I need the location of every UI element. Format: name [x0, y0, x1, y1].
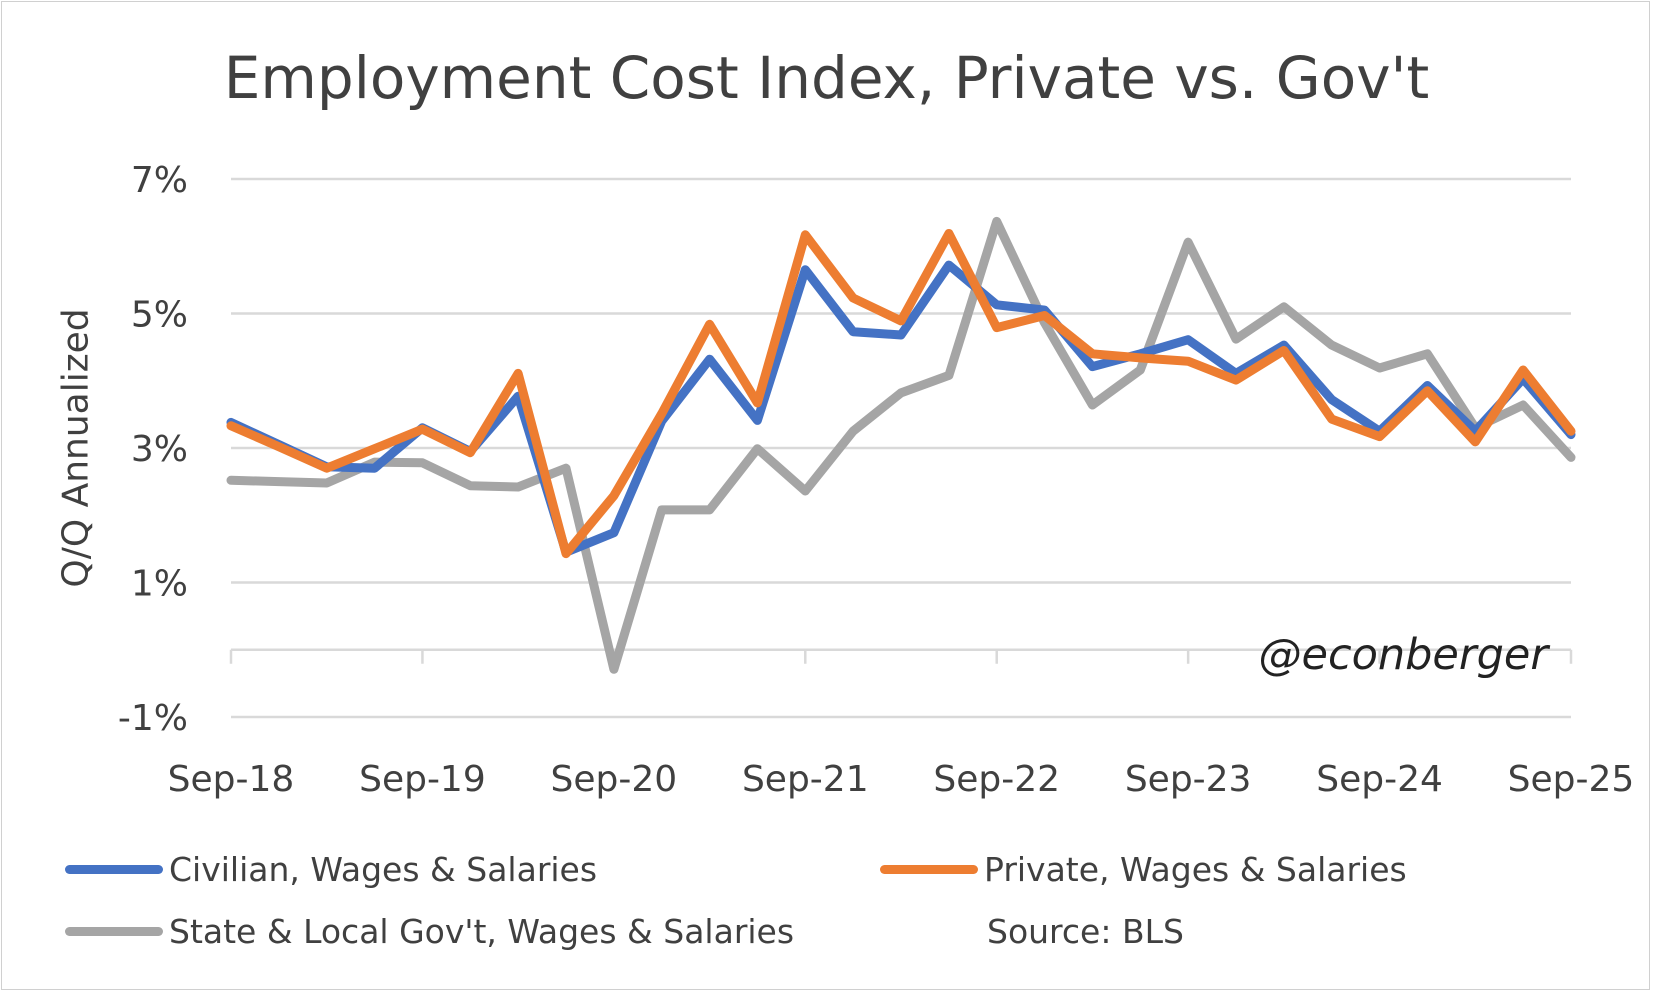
- x-tick-label: Sep-20: [551, 759, 678, 800]
- source-note: Source: BLS: [987, 912, 1184, 951]
- chart-title: Employment Cost Index, Private vs. Gov't: [223, 44, 1430, 112]
- legend-item-private: Private, Wages & Salaries: [880, 850, 1407, 889]
- legend-label: Private, Wages & Salaries: [984, 850, 1407, 889]
- x-tick-label: Sep-21: [742, 759, 869, 800]
- y-tick-label: 5%: [131, 295, 188, 336]
- y-tick-label: 1%: [131, 564, 188, 605]
- series-line-civilian-wages-salaries: [226, 260, 1576, 557]
- legend-label: State & Local Gov't, Wages & Salaries: [169, 912, 795, 951]
- x-tick-label: Sep-24: [1316, 759, 1443, 800]
- series-line-state-local-gov-t-wages-salaries: [226, 216, 1576, 674]
- legend-item-state-local: State & Local Gov't, Wages & Salaries: [65, 912, 794, 951]
- y-tick-label: 3%: [131, 429, 188, 470]
- y-tick-label: -1%: [118, 698, 188, 739]
- legend-swatch-state-local: [65, 927, 163, 936]
- x-tick-label: Sep-18: [168, 759, 295, 800]
- watermark-annotation: @econberger: [1258, 630, 1548, 680]
- x-tick-label: Sep-19: [359, 759, 486, 800]
- legend-label: Civilian, Wages & Salaries: [169, 850, 598, 889]
- legend-swatch-civilian: [65, 865, 163, 874]
- x-tick-label: Sep-22: [933, 759, 1060, 800]
- legend-item-civilian: Civilian, Wages & Salaries: [65, 850, 597, 889]
- x-tick-label: Sep-25: [1508, 759, 1635, 800]
- legend-swatch-private: [880, 865, 978, 874]
- x-tick-label: Sep-23: [1125, 759, 1252, 800]
- y-tick-label: 7%: [131, 160, 188, 201]
